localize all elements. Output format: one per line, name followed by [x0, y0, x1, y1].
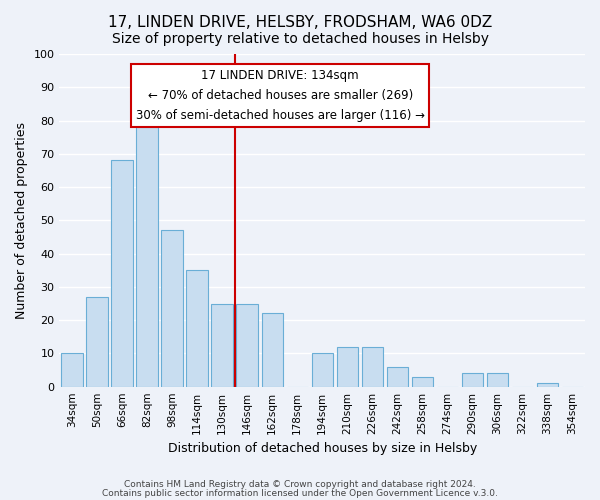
Text: Size of property relative to detached houses in Helsby: Size of property relative to detached ho… — [112, 32, 488, 46]
Bar — [262, 314, 283, 386]
Bar — [86, 297, 107, 386]
Bar — [161, 230, 182, 386]
Bar — [236, 304, 258, 386]
Bar — [337, 347, 358, 387]
Text: Contains public sector information licensed under the Open Government Licence v.: Contains public sector information licen… — [102, 488, 498, 498]
Bar — [311, 354, 333, 386]
Bar — [211, 304, 233, 386]
Text: 17, LINDEN DRIVE, HELSBY, FRODSHAM, WA6 0DZ: 17, LINDEN DRIVE, HELSBY, FRODSHAM, WA6 … — [108, 15, 492, 30]
Bar — [136, 127, 158, 386]
Bar — [112, 160, 133, 386]
X-axis label: Distribution of detached houses by size in Helsby: Distribution of detached houses by size … — [167, 442, 477, 455]
Text: 17 LINDEN DRIVE: 134sqm
← 70% of detached houses are smaller (269)
30% of semi-d: 17 LINDEN DRIVE: 134sqm ← 70% of detache… — [136, 69, 425, 122]
Bar — [462, 374, 483, 386]
Y-axis label: Number of detached properties: Number of detached properties — [15, 122, 28, 319]
Bar — [362, 347, 383, 387]
Bar — [187, 270, 208, 386]
Bar — [487, 374, 508, 386]
Bar — [386, 366, 408, 386]
Bar — [61, 354, 83, 386]
Bar — [412, 376, 433, 386]
Text: Contains HM Land Registry data © Crown copyright and database right 2024.: Contains HM Land Registry data © Crown c… — [124, 480, 476, 489]
Bar — [537, 384, 558, 386]
